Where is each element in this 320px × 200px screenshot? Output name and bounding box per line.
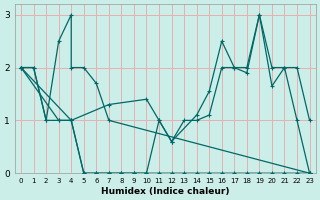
X-axis label: Humidex (Indice chaleur): Humidex (Indice chaleur) — [101, 187, 229, 196]
